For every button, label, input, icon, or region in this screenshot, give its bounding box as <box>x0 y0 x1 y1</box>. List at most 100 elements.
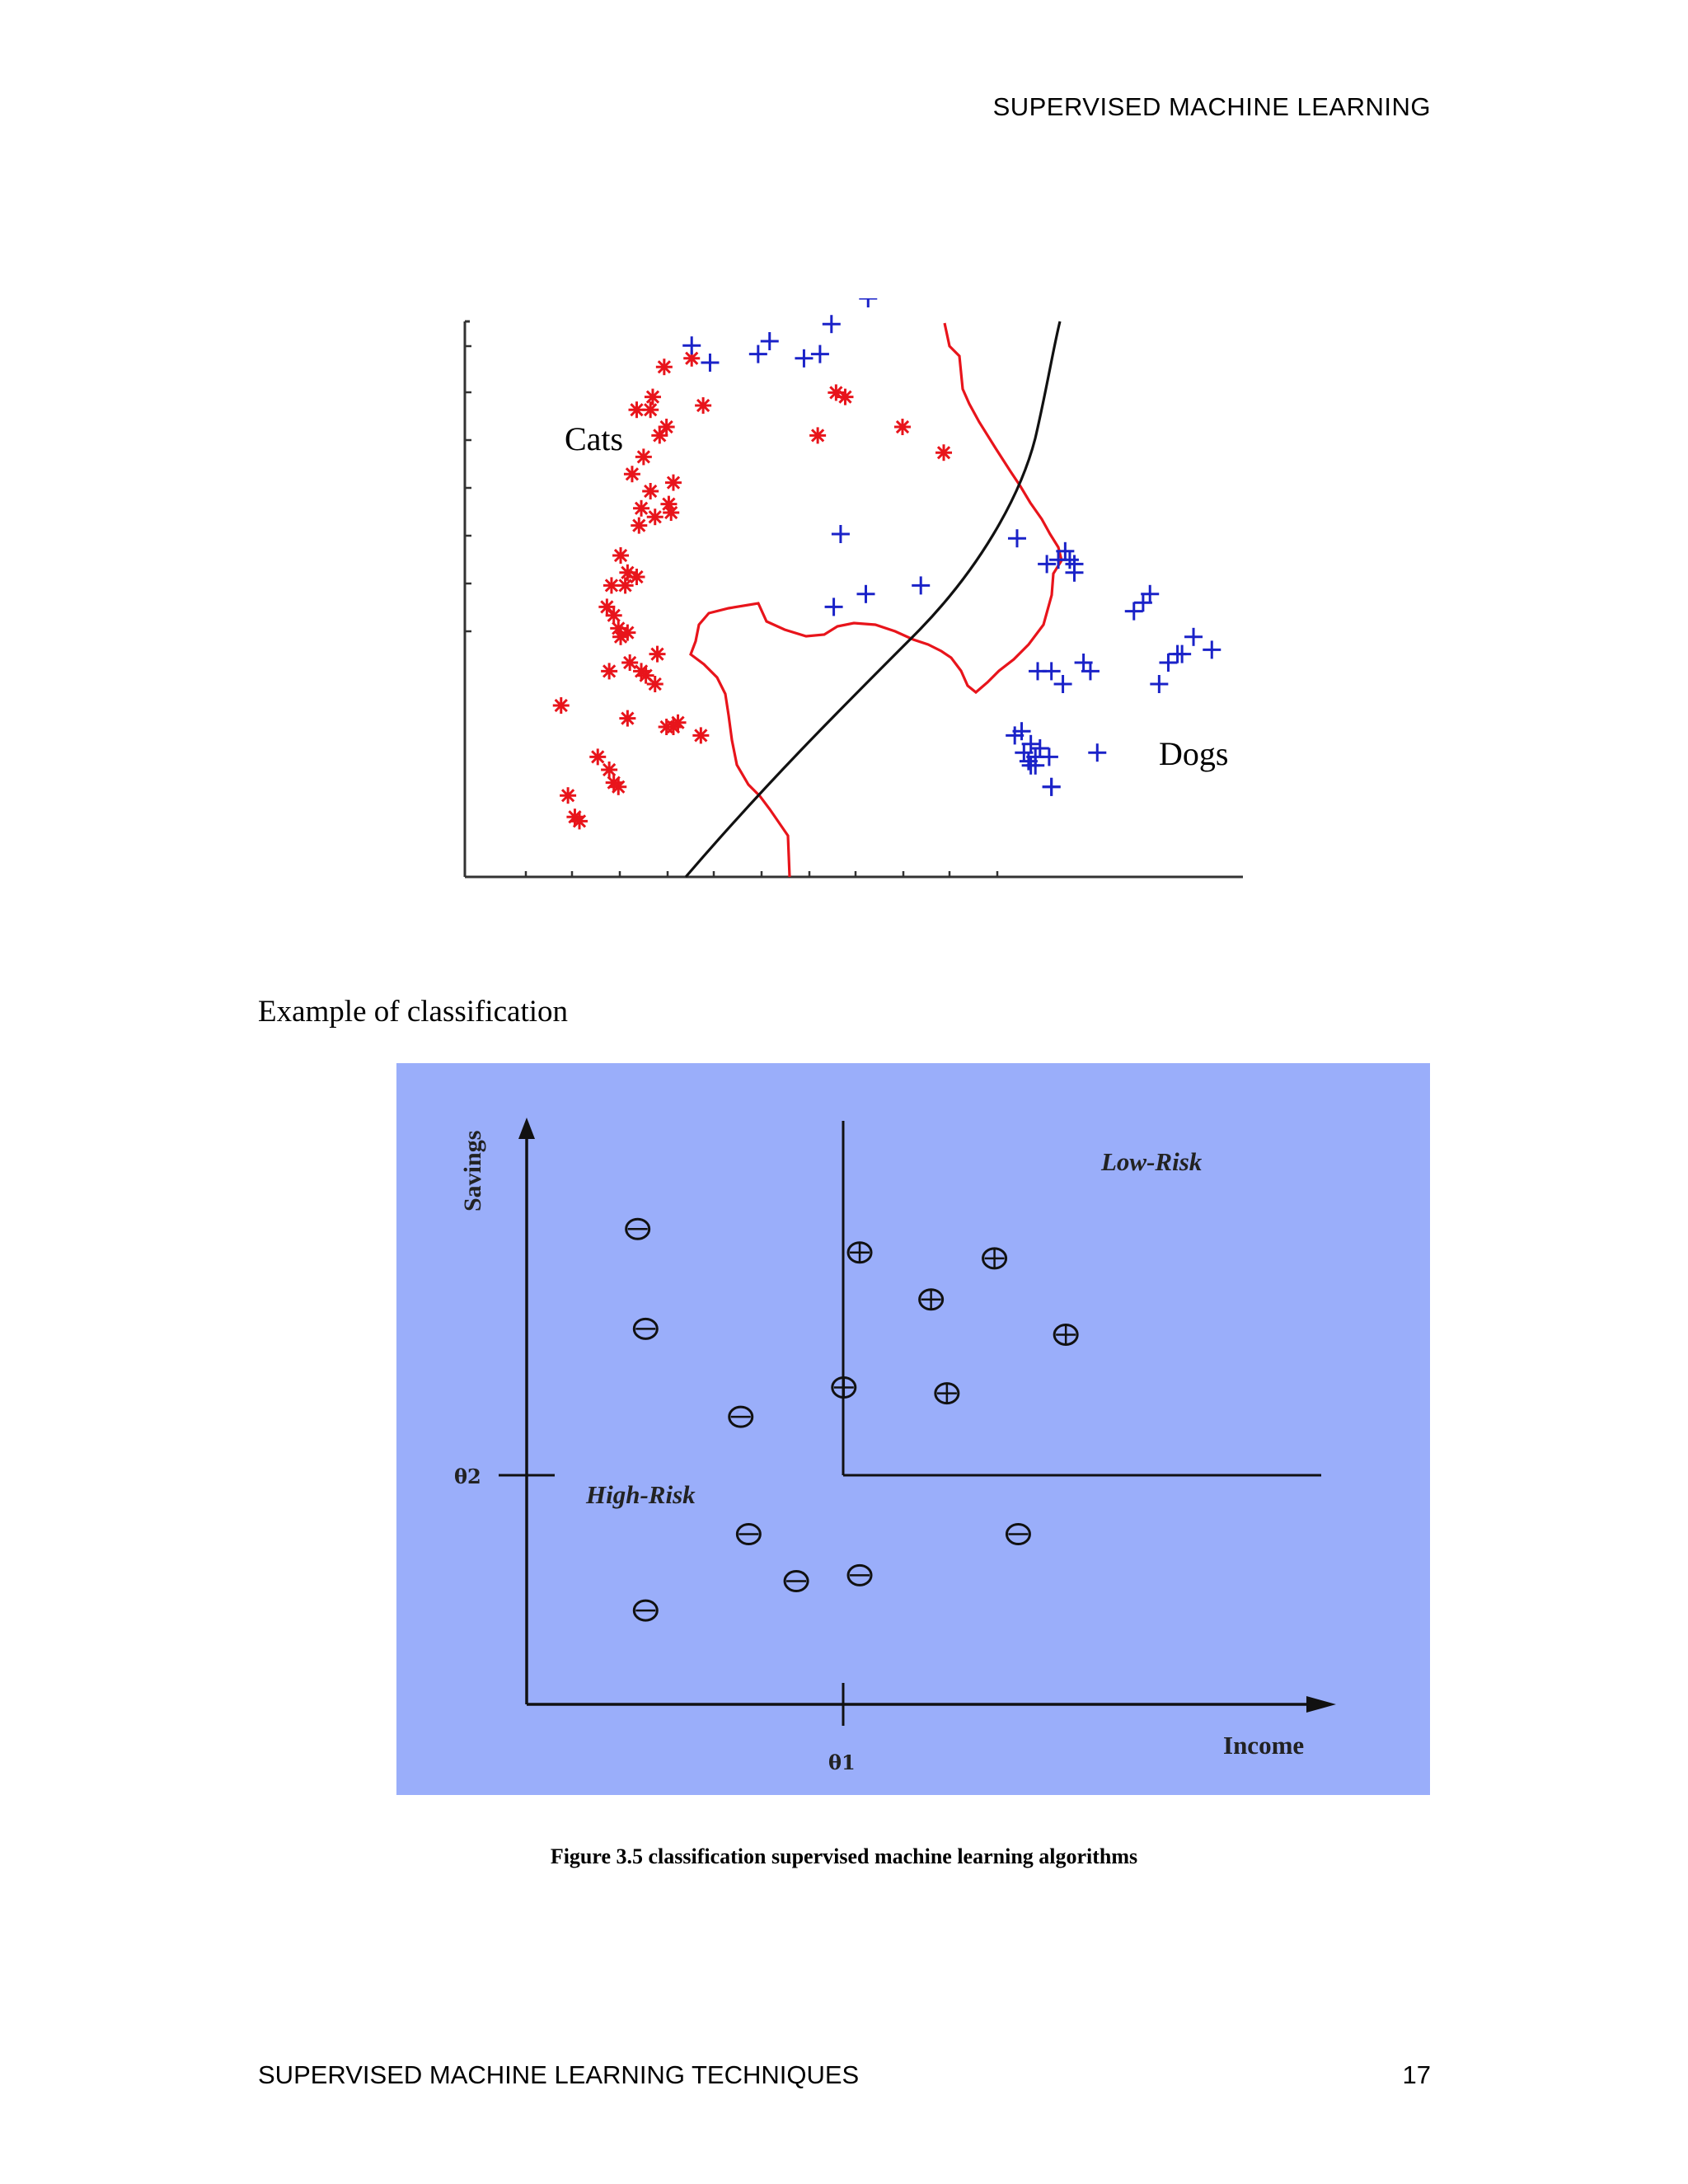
cat-point <box>601 762 618 778</box>
dog-point <box>1150 675 1169 693</box>
cat-point <box>658 419 675 435</box>
high-risk-point <box>735 1523 762 1546</box>
cat-point <box>935 444 953 462</box>
high-risk-point <box>625 1217 651 1240</box>
high-risk-point <box>1005 1523 1031 1546</box>
dog-point <box>1159 654 1178 672</box>
dogs-label: Dogs <box>1159 735 1228 772</box>
dog-point <box>1012 722 1031 741</box>
cat-point <box>619 564 636 581</box>
cat-point <box>589 748 607 766</box>
high-risk-point <box>632 1317 659 1340</box>
cats-dogs-figure: Cats Dogs <box>463 298 1243 879</box>
dog-point <box>831 525 850 543</box>
nonlinear-boundary-line <box>689 322 1063 878</box>
axis-ticks <box>465 344 999 877</box>
x-axis-label: Income <box>1223 1731 1304 1760</box>
cat-point <box>837 388 854 405</box>
dog-point <box>795 349 814 368</box>
cat-point <box>658 719 675 735</box>
dog-point <box>822 315 841 334</box>
cat-point <box>664 474 682 491</box>
cat-point <box>633 499 650 517</box>
cat-point <box>610 620 627 637</box>
cat-point <box>571 813 588 830</box>
cat-point <box>633 663 650 680</box>
cat-point <box>617 577 634 594</box>
cat-point <box>660 495 678 513</box>
dog-point <box>1030 739 1049 757</box>
dog-point <box>810 344 829 363</box>
cat-point <box>646 676 663 692</box>
cat-point <box>598 598 616 616</box>
theta2-label: θ2 <box>454 1465 481 1488</box>
dog-point <box>824 598 843 616</box>
dog-point <box>1038 555 1057 574</box>
dog-point <box>1074 654 1093 672</box>
cat-point <box>628 401 645 419</box>
dog-point <box>701 354 720 372</box>
risk-figure: Low-Risk High-Risk Income Savings θ1 θ2 <box>396 1063 1430 1795</box>
dog-point <box>1053 675 1072 693</box>
x-axis-arrow-icon <box>1306 1696 1336 1713</box>
dog-point <box>1133 593 1152 612</box>
cat-point <box>560 787 577 804</box>
cat-points <box>552 349 953 830</box>
low-risk-point <box>831 1376 857 1399</box>
low-risk-point <box>934 1382 960 1405</box>
axes <box>463 320 1243 879</box>
high-risk-point <box>783 1569 809 1592</box>
dog-point <box>1065 563 1084 582</box>
dog-point <box>856 584 875 603</box>
dog-point <box>859 298 878 307</box>
threshold-lines <box>499 1121 1321 1726</box>
cat-point <box>601 663 618 680</box>
page-number: 17 <box>1402 2060 1431 2089</box>
running-header: SUPERVISED MACHINE LEARNING <box>992 92 1431 121</box>
low-risk-label: Low-Risk <box>1100 1147 1203 1176</box>
cat-point <box>692 727 710 744</box>
y-axis-label: Savings <box>459 1131 486 1212</box>
cat-point <box>655 359 673 376</box>
low-risk-point <box>1053 1323 1079 1346</box>
y-axis-arrow-icon <box>518 1118 535 1139</box>
high-risk-point <box>846 1563 873 1586</box>
dog-point <box>1007 529 1026 548</box>
cat-point <box>623 466 640 483</box>
figure-caption: Figure 3.5 classification supervised mac… <box>550 1844 1138 1868</box>
figure-background <box>396 1063 1430 1795</box>
dog-point <box>748 344 767 363</box>
dog-point <box>1203 640 1221 659</box>
dog-point <box>912 576 931 595</box>
cats-label: Cats <box>565 420 623 457</box>
cat-point <box>612 547 630 564</box>
dog-point <box>1184 627 1203 646</box>
high-risk-label: High-Risk <box>585 1480 696 1509</box>
low-risk-point <box>918 1288 945 1311</box>
cat-point <box>893 419 911 435</box>
cat-point <box>631 517 648 534</box>
cat-point <box>635 448 652 466</box>
dog-points <box>682 298 1221 796</box>
dog-point <box>1088 743 1107 762</box>
dog-point <box>1173 644 1192 663</box>
cat-point <box>610 778 627 795</box>
dog-point <box>1021 734 1040 753</box>
footer-title: SUPERVISED MACHINE LEARNING TECHNIQUES <box>258 2060 860 2089</box>
dog-point <box>1026 748 1045 766</box>
cat-point <box>642 483 659 499</box>
theta1-label: θ1 <box>828 1750 856 1774</box>
figure-label: Example of classification <box>258 995 569 1029</box>
high-risk-point <box>728 1405 754 1428</box>
high-risk-point <box>632 1599 659 1622</box>
dog-point <box>1056 541 1075 560</box>
cat-point <box>644 388 661 405</box>
cat-point <box>642 401 659 419</box>
low-risk-point <box>846 1241 873 1264</box>
dog-point <box>1029 662 1047 681</box>
cat-point <box>552 697 570 714</box>
dog-point <box>760 332 779 350</box>
axes <box>525 1129 1320 1706</box>
dog-point <box>682 336 701 355</box>
cat-point <box>621 654 639 671</box>
